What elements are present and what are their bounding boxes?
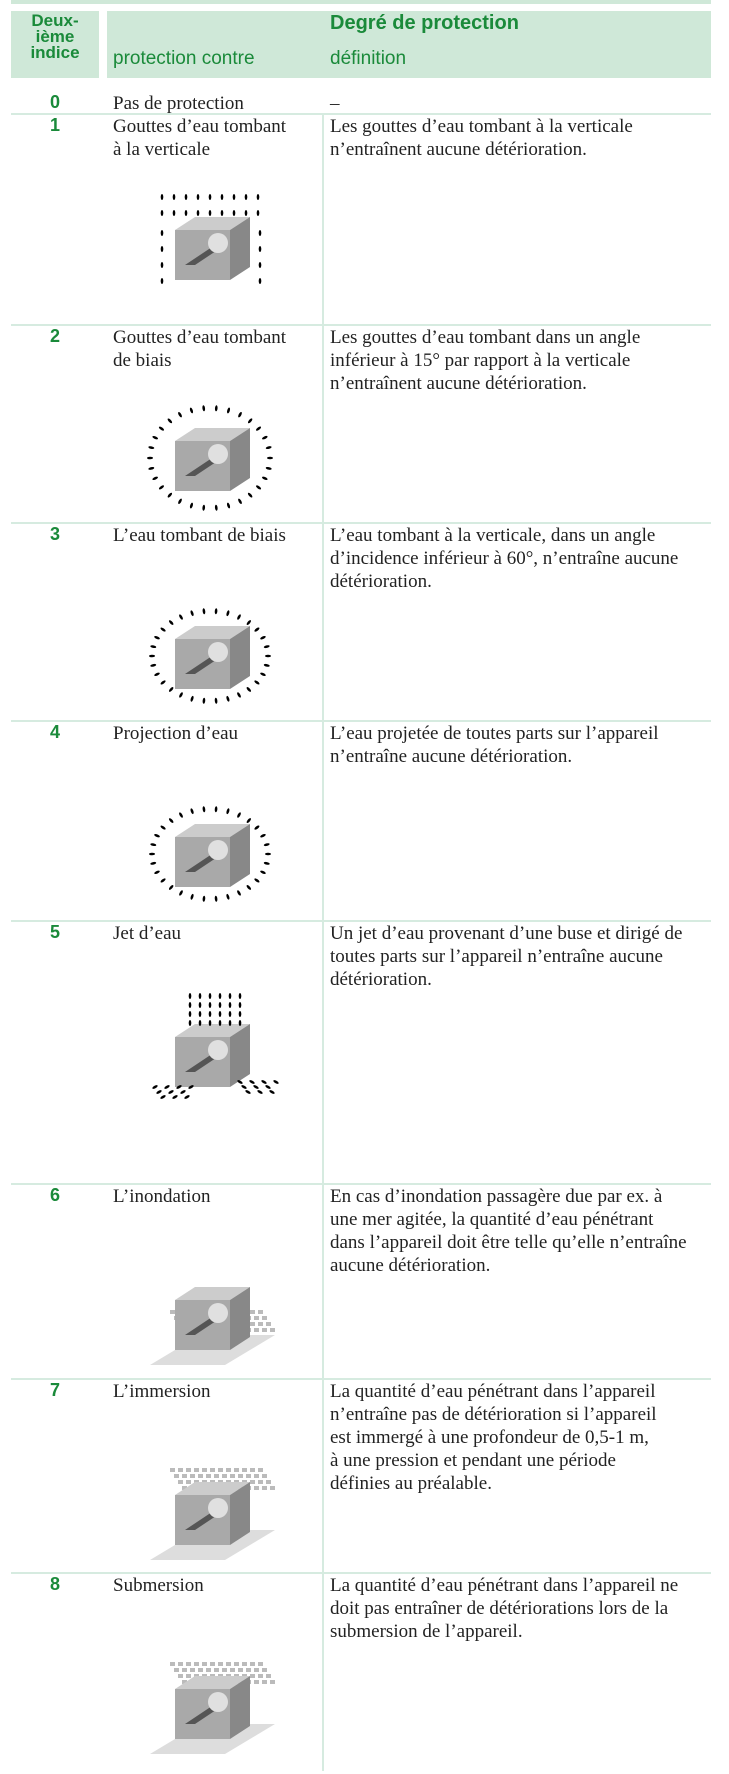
protection-text: L’eau tombant de biais	[113, 525, 286, 546]
column-rule	[322, 115, 324, 1771]
definition-text: n’entraînent aucune détérioration.	[330, 373, 587, 394]
icon	[160, 194, 262, 284]
row-rule	[11, 324, 711, 326]
definition-text: –	[330, 93, 340, 114]
definition-text: dans l’appareil doit être telle qu’elle …	[330, 1232, 687, 1253]
row-rule	[11, 522, 711, 524]
definition-text: n’entraînent aucune détérioration.	[330, 139, 587, 160]
icon	[147, 405, 273, 511]
definition-text: Les gouttes d’eau tombant à la verticale	[330, 116, 633, 137]
definition-text: Les gouttes d’eau tombant dans un angle	[330, 327, 641, 348]
row-rule	[11, 113, 711, 115]
row-rule	[11, 1378, 711, 1380]
header-index-line: ième	[35, 27, 75, 46]
definition-text: submersion de l’appareil.	[330, 1621, 523, 1642]
header-index-line: indice	[30, 43, 80, 62]
icon	[149, 806, 271, 902]
index: 5	[49, 922, 60, 942]
top-rule	[11, 0, 711, 4]
definition-text: aucune détérioration.	[330, 1255, 491, 1276]
header-cell	[107, 11, 711, 78]
definition-text: à une pression et pendant une période	[330, 1450, 616, 1471]
definition-text: détérioration.	[330, 969, 432, 990]
row-rule	[11, 720, 711, 722]
index: 3	[49, 524, 60, 544]
definition-text: Un jet d’eau provenant d’une buse et dir…	[330, 923, 683, 944]
protection-text: de biais	[113, 350, 172, 371]
protection-text: Submersion	[113, 1575, 204, 1596]
row-rule	[11, 920, 711, 922]
definition-text: détérioration.	[330, 571, 432, 592]
definition-text: inférieur à 15° par rapport à la vertica…	[330, 350, 631, 371]
definition-text: La quantité d’eau pénétrant dans l’appar…	[330, 1575, 679, 1596]
definition-text: est immergé à une profondeur de 0,5-1 m,	[330, 1427, 649, 1448]
header-col: protection contre	[113, 48, 255, 69]
icon	[152, 993, 279, 1099]
protection-text: Gouttes d’eau tombant	[113, 116, 287, 137]
definition-text: n’entraîne pas de détérioration si l’app…	[330, 1404, 657, 1425]
definition-text: L’eau projetée de toutes parts sur l’app…	[330, 723, 659, 744]
definition-text: doit pas entraîner de détériorations lor…	[330, 1598, 669, 1619]
index: 0	[49, 92, 60, 112]
protection-text: à la verticale	[113, 139, 211, 160]
definition-text: n’entraîne aucune détérioration.	[330, 746, 573, 767]
index: 1	[49, 115, 60, 135]
definition-text: définies au préalable.	[330, 1473, 492, 1494]
icon	[150, 1287, 275, 1365]
icon	[150, 1468, 275, 1560]
definition-text: En cas d’inondation passagère due par ex…	[330, 1186, 663, 1207]
definition-text: La quantité d’eau pénétrant dans l’appar…	[330, 1381, 656, 1402]
header-index-line: Deux-	[31, 11, 79, 30]
definition-text: L’eau tombant à la verticale, dans un an…	[330, 525, 656, 546]
row-rule	[11, 1572, 711, 1574]
protection-text: Projection d’eau	[113, 723, 239, 744]
index: 2	[49, 326, 60, 346]
protection-text: L’immersion	[113, 1381, 211, 1402]
icon	[150, 1662, 275, 1754]
header-title: Degré de protection	[330, 12, 519, 34]
protection-text: Jet d’eau	[113, 923, 182, 944]
index: 6	[49, 1185, 60, 1205]
header-col: définition	[330, 48, 407, 69]
row-rule	[11, 1183, 711, 1185]
index: 4	[49, 722, 60, 742]
header-index-cell	[11, 11, 99, 78]
definition-text: d’incidence inférieur à 60°, n’entraîne …	[330, 548, 679, 569]
definition-text: une mer agitée, la quantité d’eau pénétr…	[330, 1209, 654, 1230]
icon	[149, 608, 271, 704]
protection-text: Gouttes d’eau tombant	[113, 327, 287, 348]
header-index: Deux-ième indice	[11, 11, 99, 62]
protection-text: L’inondation	[113, 1186, 211, 1207]
index: 8	[49, 1574, 60, 1594]
definition-text: toutes parts sur l’appareil n’entraîne a…	[330, 946, 663, 967]
protection-text: Pas de protection	[113, 93, 244, 114]
index: 7	[49, 1380, 60, 1400]
